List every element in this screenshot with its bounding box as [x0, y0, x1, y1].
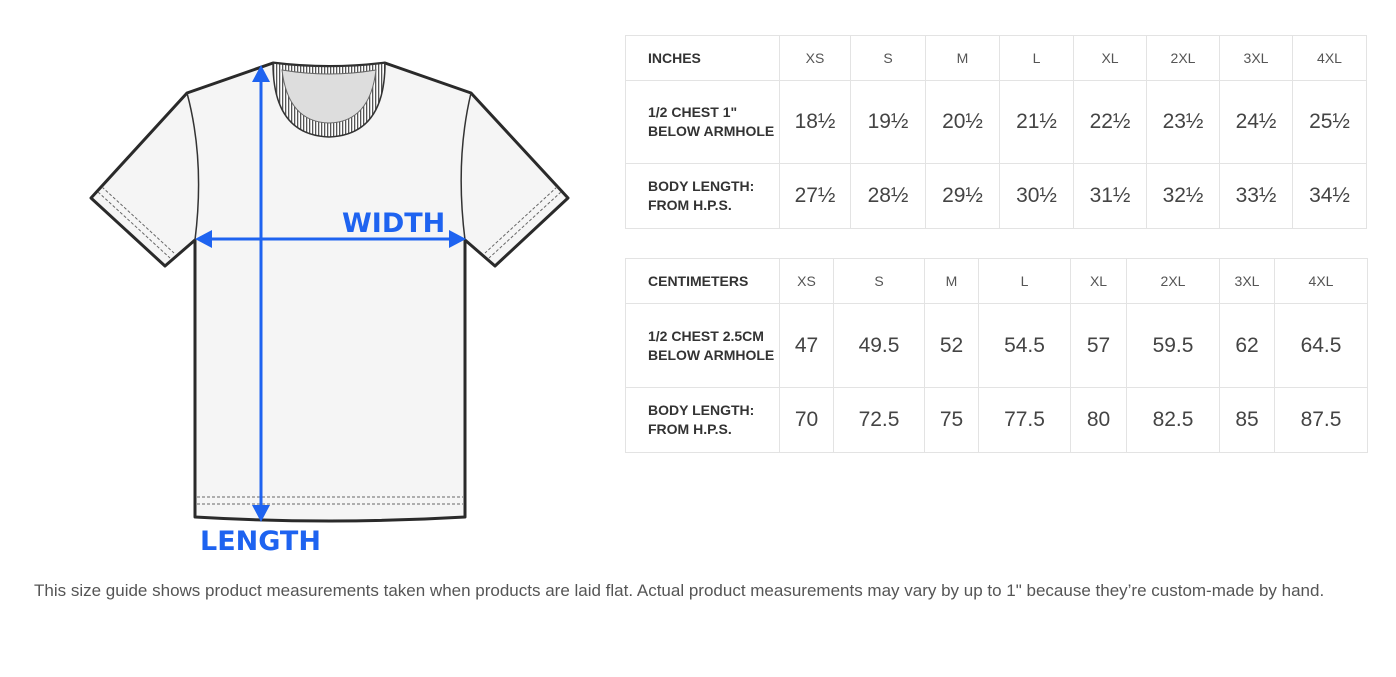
cell: 29½ [925, 163, 1000, 229]
table-row: 1/2 CHEST 1" BELOW ARMHOLE 18½ 19½ 20½ 21½ 2… [625, 80, 1367, 164]
size-header: S [833, 258, 925, 304]
cell: 24½ [1219, 80, 1293, 164]
row-label: 1/2 CHEST 2.5CM BELOW ARMHOLE [625, 303, 780, 388]
cell: 25½ [1292, 80, 1367, 164]
width-label: WIDTH [342, 208, 445, 239]
size-header: S [850, 35, 926, 81]
table-row: BODY LENGTH: FROM H.P.S. 27½ 28½ 29½ 30½ 31½… [625, 163, 1367, 229]
cell: 23½ [1146, 80, 1220, 164]
cell: 20½ [925, 80, 1000, 164]
cell: 34½ [1292, 163, 1367, 229]
size-header: M [924, 258, 979, 304]
cell: 57 [1070, 303, 1127, 388]
size-header: 3XL [1219, 258, 1275, 304]
cell: 30½ [999, 163, 1074, 229]
size-header: 4XL [1274, 258, 1368, 304]
table-row: 1/2 CHEST 2.5CM BELOW ARMHOLE 47 49.5 52 54… [625, 303, 1368, 388]
cell: 82.5 [1126, 387, 1220, 453]
size-header: 3XL [1219, 35, 1293, 81]
length-label: LENGTH [200, 526, 321, 557]
cell: 64.5 [1274, 303, 1368, 388]
row-label: BODY LENGTH: FROM H.P.S. [625, 163, 780, 229]
cell: 75 [924, 387, 979, 453]
table-row: BODY LENGTH: FROM H.P.S. 70 72.5 75 77.5 80 8… [625, 387, 1368, 453]
size-header: XL [1070, 258, 1127, 304]
cell: 70 [779, 387, 834, 453]
size-header: 2XL [1146, 35, 1220, 81]
centimeters-size-table: CENTIMETERS XS S M L XL 2XL 3XL 4XL 1/2 CHEST 2… [625, 258, 1368, 453]
size-header: XS [779, 258, 834, 304]
cell: 49.5 [833, 303, 925, 388]
cell: 59.5 [1126, 303, 1220, 388]
unit-header: INCHES [625, 35, 780, 81]
row-label: 1/2 CHEST 1" BELOW ARMHOLE [625, 80, 780, 164]
size-header: 2XL [1126, 258, 1220, 304]
inches-size-table: INCHES XS S M L XL 2XL 3XL 4XL 1/2 CHEST 1" BEL… [625, 35, 1367, 229]
cell: 31½ [1073, 163, 1147, 229]
cell: 22½ [1073, 80, 1147, 164]
cell: 19½ [850, 80, 926, 164]
row-label: BODY LENGTH: FROM H.P.S. [625, 387, 780, 453]
cell: 21½ [999, 80, 1074, 164]
cell: 62 [1219, 303, 1275, 388]
width-arrow [195, 230, 466, 248]
cell: 77.5 [978, 387, 1071, 453]
size-header: XS [779, 35, 851, 81]
size-header: 4XL [1292, 35, 1367, 81]
cell: 52 [924, 303, 979, 388]
cell: 27½ [779, 163, 851, 229]
cell: 28½ [850, 163, 926, 229]
size-header: M [925, 35, 1000, 81]
tshirt-diagram: WIDTH LENGTH [89, 61, 570, 557]
cell: 54.5 [978, 303, 1071, 388]
cell: 80 [1070, 387, 1127, 453]
table-header-row: CENTIMETERS XS S M L XL 2XL 3XL 4XL [625, 258, 1368, 304]
table-header-row: INCHES XS S M L XL 2XL 3XL 4XL [625, 35, 1367, 81]
cell: 32½ [1146, 163, 1220, 229]
size-guide-note: This size guide shows product measuremen… [34, 581, 1325, 600]
cell: 87.5 [1274, 387, 1368, 453]
cell: 85 [1219, 387, 1275, 453]
size-header: L [978, 258, 1071, 304]
length-arrow [252, 65, 270, 522]
size-header: L [999, 35, 1074, 81]
cell: 47 [779, 303, 834, 388]
cell: 72.5 [833, 387, 925, 453]
cell: 18½ [779, 80, 851, 164]
size-header: XL [1073, 35, 1147, 81]
cell: 33½ [1219, 163, 1293, 229]
unit-header: CENTIMETERS [625, 258, 780, 304]
